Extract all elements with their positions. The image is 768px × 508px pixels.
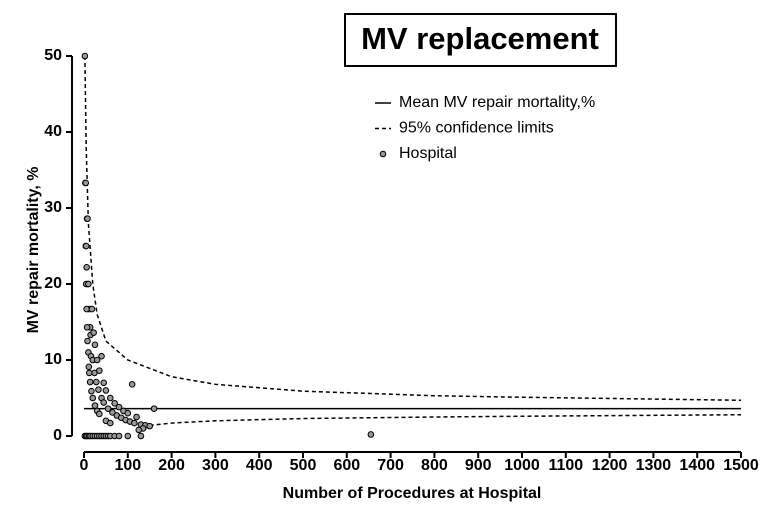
- hospital-point: [124, 409, 132, 417]
- hospital-point: [135, 426, 143, 434]
- legend-label: 95% confidence limits: [399, 120, 554, 137]
- hospital-point: [89, 394, 97, 402]
- chart-title: MV replacement: [361, 21, 599, 56]
- x-tick-label: 400: [246, 457, 273, 474]
- y-tick-label: 20: [44, 275, 62, 292]
- hospital-point: [85, 369, 93, 377]
- hospital-point: [115, 403, 123, 411]
- x-tick-label: 700: [377, 457, 404, 474]
- x-tick-label: 500: [290, 457, 317, 474]
- hospital-point: [90, 329, 97, 336]
- hospital-point: [96, 410, 103, 418]
- hospital-point: [128, 381, 136, 388]
- hospital-point: [88, 305, 96, 313]
- hospital-point: [367, 431, 375, 438]
- hospital-point: [109, 409, 116, 416]
- hospital-point: [92, 378, 100, 386]
- hospital-point: [131, 419, 138, 427]
- hospital-point: [137, 432, 145, 440]
- hospital-point: [100, 379, 108, 387]
- y-tick-label: 40: [44, 123, 62, 140]
- legend-label: Mean MV repair mortality,%: [399, 94, 595, 111]
- hospital-point: [96, 367, 103, 374]
- y-tick-label: 30: [44, 199, 62, 216]
- x-axis-label: Number of Procedures at Hospital: [283, 485, 542, 502]
- x-tick-label: 1200: [592, 457, 628, 474]
- y-tick-label: 50: [44, 47, 62, 64]
- x-tick-label: 1400: [679, 457, 715, 474]
- legend-swatch: [379, 150, 387, 158]
- x-tick-label: 1300: [636, 457, 672, 474]
- x-tick-label: 100: [114, 457, 141, 474]
- hospital-point: [104, 405, 112, 412]
- hospital-point: [146, 422, 153, 430]
- y-tick-label: 10: [44, 351, 62, 368]
- hospital-point: [88, 387, 95, 395]
- hospital-point: [150, 405, 158, 412]
- hospital-point: [111, 400, 118, 407]
- legend-label: Hospital: [399, 145, 457, 162]
- hospital-point: [106, 419, 114, 427]
- x-tick-label: 300: [202, 457, 229, 474]
- hospital-point: [84, 215, 91, 222]
- x-tick-label: 200: [158, 457, 185, 474]
- x-tick-label: 600: [333, 457, 360, 474]
- x-tick-label: 1100: [548, 457, 583, 474]
- x-tick-label: 900: [465, 457, 492, 474]
- y-axis-label: MV repair mortality, %: [25, 167, 42, 334]
- hospital-point: [85, 363, 93, 371]
- title-box: [344, 13, 617, 67]
- x-tick-label: 1500: [723, 457, 759, 474]
- hospital-point: [95, 386, 102, 393]
- y-tick-label: 0: [53, 427, 62, 444]
- hospital-point: [86, 378, 94, 386]
- hospital-point: [83, 324, 91, 331]
- hospital-point: [133, 413, 140, 421]
- hospital-point: [82, 179, 90, 187]
- hospital-point: [102, 387, 110, 394]
- x-tick-label: 800: [421, 457, 448, 474]
- hospital-point: [84, 337, 91, 345]
- hospital-point: [100, 399, 108, 406]
- hospital-point: [83, 263, 90, 271]
- hospital-point: [115, 432, 123, 440]
- hospital-point: [91, 341, 99, 349]
- hospital-point: [124, 432, 132, 440]
- hospital-point: [81, 52, 89, 60]
- x-tick-label: 0: [80, 457, 89, 474]
- hospital-point: [91, 402, 99, 409]
- line-series: [84, 55, 742, 427]
- hospital-point: [82, 242, 90, 250]
- x-tick-label: 1000: [504, 457, 540, 474]
- hospital-point: [85, 280, 92, 288]
- hospital-point: [98, 352, 105, 360]
- hospital-point: [106, 394, 114, 402]
- hospital-point: [93, 356, 101, 364]
